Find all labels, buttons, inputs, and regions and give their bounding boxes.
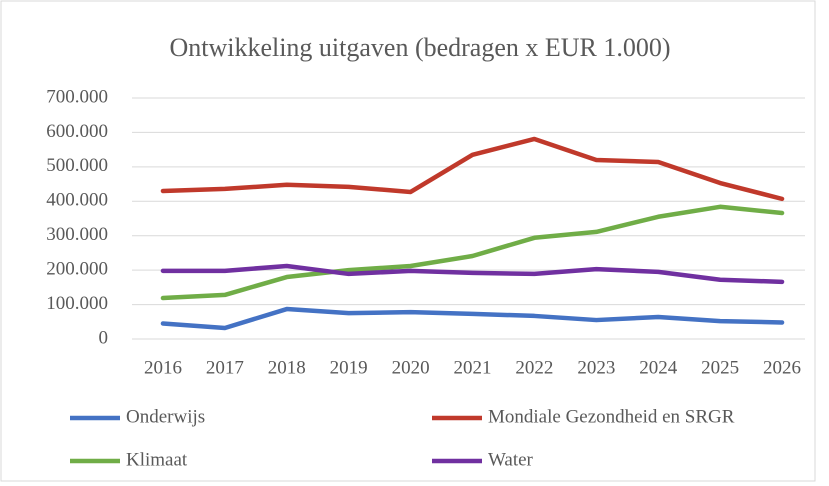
series-line [160,136,785,202]
y-tick-label: 500.000 [46,155,108,176]
y-tick-label: 600.000 [46,121,108,142]
y-tick-label: 300.000 [46,224,108,245]
x-tick-label: 2020 [392,357,430,378]
chart-title: Ontwikkeling uitgaven (bedragen x EUR 1.… [169,33,670,62]
x-tick-label: 2019 [330,357,368,378]
x-tick-label: 2022 [515,357,553,378]
legend-label: Mondiale Gezondheid en SRGR [488,406,735,427]
x-tick-label: 2026 [763,357,801,378]
x-tick-label: 2018 [268,357,306,378]
y-tick-label: 400.000 [46,190,108,211]
x-tick-label: 2016 [144,357,182,378]
series-line [160,306,785,331]
legend-label: Onderwijs [126,406,205,427]
series-line [160,204,785,301]
y-tick-label: 200.000 [46,259,108,280]
x-tick-label: 2025 [701,357,739,378]
y-tick-label: 700.000 [46,86,108,107]
series-line [160,263,785,285]
y-tick-label: 100.000 [46,293,108,314]
y-tick-label: 0 [99,327,109,348]
legend-label: Klimaat [126,449,188,470]
x-tick-label: 2021 [454,357,492,378]
x-tick-label: 2017 [206,357,244,378]
chart-border [0,0,816,482]
x-tick-label: 2024 [639,357,678,378]
x-tick-label: 2023 [577,357,615,378]
legend-label: Water [488,449,534,470]
